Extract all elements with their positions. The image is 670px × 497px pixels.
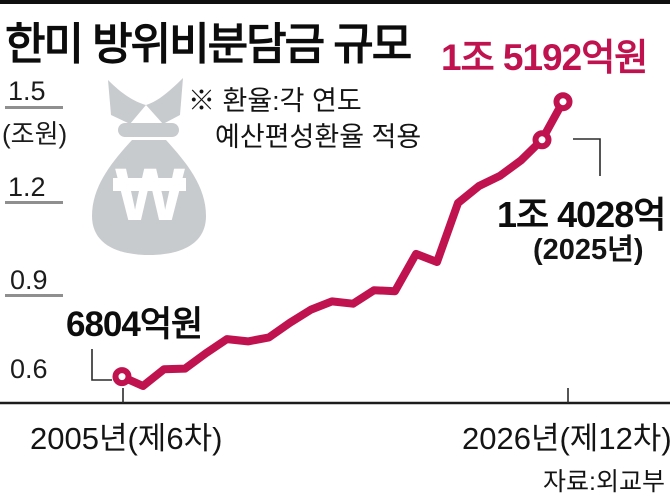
note-line-2: 예산편성환율 적용 (215, 121, 422, 152)
y-tick-label-0-6: 0.6 (10, 354, 48, 384)
data-point-marker-2005 (112, 367, 132, 387)
page-title: 한미 방위비분담금 규모 (5, 20, 412, 69)
bag-left-flap (108, 80, 146, 124)
y-tick-line-1-5 (5, 106, 63, 109)
marker-group (112, 92, 573, 387)
x-axis-label-2005: 2005년(제6차) (30, 421, 223, 456)
won-crossbar (113, 178, 186, 191)
annotation-2025-value: 1조 4028억 (497, 194, 666, 235)
bag-neck-band (118, 123, 179, 137)
highlight-2026-value: 1조 5192억원 (441, 37, 648, 78)
note-line-1: ※ 환율:각 연도 (188, 86, 362, 116)
y-tick-label-0-9: 0.9 (10, 265, 48, 295)
annotation-2025-year: (2025년) (533, 234, 644, 266)
bag-body (92, 140, 206, 255)
y-tick-label-1-2: 1.2 (8, 172, 46, 202)
y-tick-line-0-9 (5, 294, 63, 297)
bag-right-flap (146, 78, 183, 124)
won-glyph: W (115, 153, 185, 236)
won-money-bag-icon: W (92, 78, 206, 255)
data-point-marker-2026 (553, 92, 573, 112)
x-axis-label-2026: 2026년(제12차) (462, 421, 670, 456)
exchange-rate-note: ※ 환율:각 연도 예산편성환율 적용 (188, 84, 421, 155)
trend-line (120, 99, 567, 390)
callout-line-2025 (573, 138, 601, 176)
data-point-marker-2025 (532, 130, 552, 150)
top-divider-bar (0, 0, 670, 4)
y-tick-line-1-2 (5, 201, 63, 204)
callout-line-start (91, 349, 112, 381)
y-axis-unit-label: (조원) (2, 119, 68, 149)
source-credit: 자료:외교부 (543, 468, 665, 496)
y-tick-label-1-5: 1.5 (8, 76, 46, 106)
annotation-start-value: 6804억원 (66, 305, 203, 344)
